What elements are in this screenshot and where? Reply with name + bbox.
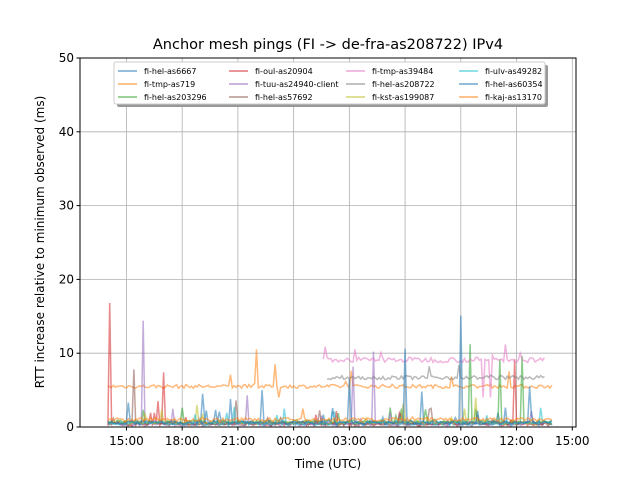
legend-label: fi-hel-as208722 bbox=[372, 80, 435, 89]
series-line-fi-hel-as208722 bbox=[326, 364, 545, 381]
x-tick-label: 00:00 bbox=[276, 434, 311, 448]
legend-label: fi-tmp-as39484 bbox=[372, 67, 433, 76]
plot-frame bbox=[79, 57, 577, 428]
legend-label: fi-kst-as199087 bbox=[372, 93, 434, 102]
series-line-fi-hel-as60354 bbox=[107, 315, 553, 427]
legend-label: fi-kaj-as13170 bbox=[485, 93, 542, 102]
series-line-fi-kst-as199087 bbox=[107, 397, 553, 426]
y-tick-label: 10 bbox=[59, 346, 74, 360]
legend-label: fi-hel-as57692 bbox=[255, 93, 313, 102]
legend: fi-hel-as6667 fi-tmp-as719 fi-hel-as203296… bbox=[113, 61, 548, 107]
series-line-fi-hel-as203296 bbox=[107, 344, 553, 426]
chart-title: Anchor mesh pings (FI -> de-fra-as208722… bbox=[153, 37, 503, 53]
y-tick-label: 40 bbox=[59, 125, 74, 139]
x-tick-label: 03:00 bbox=[332, 434, 367, 448]
series-line-fi-tmp-as39484 bbox=[322, 344, 546, 398]
y-tick-label: 30 bbox=[59, 199, 74, 213]
legend-label: fi-tmp-as719 bbox=[144, 80, 195, 89]
series-lines bbox=[107, 302, 553, 428]
legend-label: fi-tuu-as24940-client bbox=[255, 80, 338, 89]
legend-label: fi-hel-as60354 bbox=[485, 80, 543, 89]
x-tick-label: 15:00 bbox=[555, 434, 590, 448]
x-tick-label: 15:00 bbox=[109, 434, 144, 448]
y-tick-label: 20 bbox=[59, 272, 74, 286]
y-axis-label: RTT increase relative to minimum observe… bbox=[33, 96, 47, 389]
series-line-fi-kaj-as13170 bbox=[107, 408, 553, 423]
x-axis-label: Time (UTC) bbox=[294, 457, 361, 471]
x-tick-label: 21:00 bbox=[221, 434, 256, 448]
series-line-fi-tmp-as719 bbox=[107, 349, 553, 398]
legend-label: fi-hel-as6667 bbox=[144, 67, 196, 76]
x-tick-label: 06:00 bbox=[388, 434, 423, 448]
legend-box bbox=[113, 61, 546, 105]
axis-ticks: 0 10 20 30 40 50 15:00 18:00 21:00 00:00 03:00 06:0… bbox=[59, 51, 590, 448]
x-tick-label: 18:00 bbox=[165, 434, 200, 448]
legend-label: fi-oul-as20904 bbox=[255, 67, 313, 76]
series-line-fi-tuu-as24940-client bbox=[107, 320, 553, 428]
legend-label: fi-hel-as203296 bbox=[144, 93, 207, 102]
x-tick-label: 12:00 bbox=[499, 434, 534, 448]
legend-label: fi-ulv-as49282 bbox=[485, 67, 542, 76]
grid bbox=[80, 57, 576, 428]
y-tick-label: 0 bbox=[66, 420, 74, 434]
y-tick-label: 50 bbox=[59, 51, 74, 65]
x-tick-label: 09:00 bbox=[444, 434, 479, 448]
